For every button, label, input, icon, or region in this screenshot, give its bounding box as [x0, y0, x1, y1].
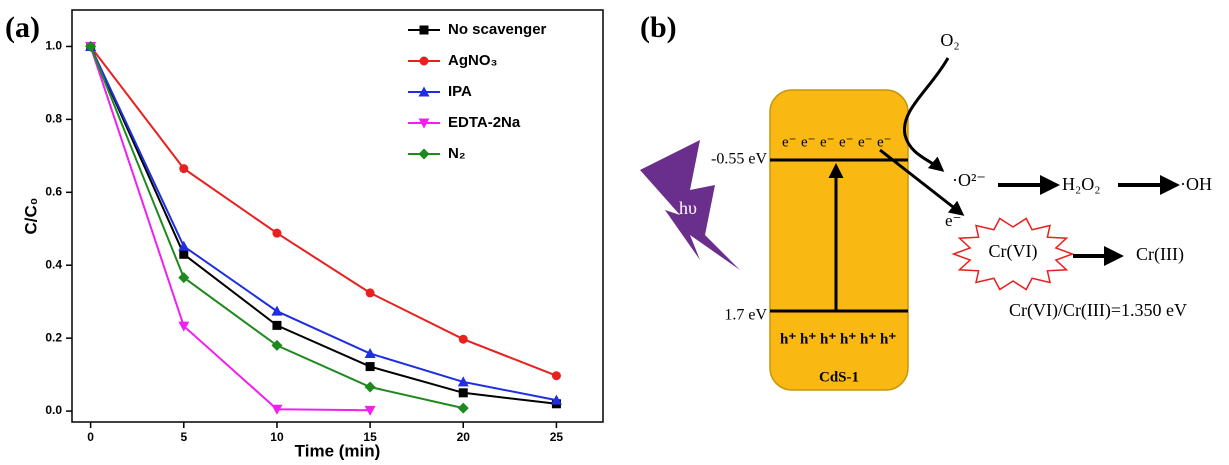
cr6-label: Cr(VI)	[989, 241, 1038, 262]
series-line	[91, 47, 557, 376]
marker	[366, 362, 375, 371]
y-tick-label: 1.0	[45, 39, 62, 53]
marker	[420, 26, 429, 35]
x-tick-label: 20	[457, 430, 471, 444]
marker	[458, 403, 469, 414]
panel-label: (a)	[5, 11, 40, 44]
legend-label: N₂	[448, 145, 466, 162]
series-line	[91, 47, 464, 409]
marker	[179, 164, 188, 173]
y-tick-label: 0.4	[45, 257, 62, 271]
y-tick-label: 0.0	[45, 403, 62, 417]
electron: e⁻	[782, 134, 797, 150]
superoxide-label: ·O²⁻	[952, 170, 986, 190]
marker	[459, 335, 468, 344]
marker	[552, 371, 561, 380]
transfer-electron: e⁻	[945, 211, 962, 230]
hole: h⁺	[860, 331, 876, 347]
electron: e⁻	[839, 134, 854, 150]
x-tick-label: 10	[270, 430, 284, 444]
electron: e⁻	[858, 134, 873, 150]
hole: h⁺	[800, 331, 816, 347]
hole: h⁺	[880, 331, 896, 347]
electron: e⁻	[801, 134, 816, 150]
marker	[271, 306, 282, 316]
panel-label: (b)	[640, 11, 677, 44]
marker	[459, 388, 468, 397]
marker	[419, 149, 430, 160]
marker	[272, 321, 281, 330]
y-tick-label: 0.8	[45, 112, 62, 126]
diagram-panel: (b) hυ -0.55 eV 1.7 eV e⁻e⁻e⁻e⁻e⁻e⁻ h⁺h⁺…	[640, 11, 1212, 390]
figure: (a)05101520250.00.20.40.60.81.0Time (min…	[0, 0, 1229, 465]
electron: e⁻	[877, 134, 892, 150]
material-label: CdS-1	[819, 369, 859, 385]
marker	[272, 229, 281, 238]
x-tick-label: 25	[550, 430, 564, 444]
potential-label: Cr(VI)/Cr(III)=1.350 eV	[1009, 300, 1187, 321]
legend-label: IPA	[448, 83, 472, 100]
marker	[179, 250, 188, 259]
hydroxyl-label: ·OH	[1180, 174, 1212, 194]
y-tick-label: 0.6	[45, 184, 62, 198]
marker	[365, 348, 376, 358]
marker	[366, 288, 375, 297]
plot-frame	[72, 10, 603, 422]
legend-label: AgNO₃	[448, 52, 497, 69]
legend-label: EDTA-2Na	[448, 114, 521, 131]
x-tick-label: 0	[87, 430, 94, 444]
oxygen-arrow	[904, 58, 948, 170]
series-line	[91, 47, 557, 404]
legend-label: No scavenger	[448, 21, 547, 38]
legend: No scavenger AgNO₃ IPA EDTA-2Na N₂	[408, 21, 547, 162]
y-tick-label: 0.2	[45, 330, 62, 344]
x-tick-label: 5	[180, 430, 187, 444]
marker	[365, 381, 376, 392]
vb-level: 1.7 eV	[724, 307, 767, 324]
oxygen-label: O₂	[940, 30, 959, 50]
hole: h⁺	[820, 331, 836, 347]
cb-level: -0.55 eV	[711, 151, 767, 168]
peroxide-label: H₂O₂	[1062, 174, 1101, 194]
hole: h⁺	[780, 331, 796, 347]
electron: e⁻	[820, 134, 835, 150]
light-label: hυ	[679, 198, 697, 218]
cr3-label: Cr(III)	[1136, 244, 1184, 265]
marker	[420, 57, 429, 66]
x-axis-label: Time (min)	[295, 441, 381, 460]
y-axis-label: C/C₀	[21, 198, 40, 235]
hole: h⁺	[840, 331, 856, 347]
